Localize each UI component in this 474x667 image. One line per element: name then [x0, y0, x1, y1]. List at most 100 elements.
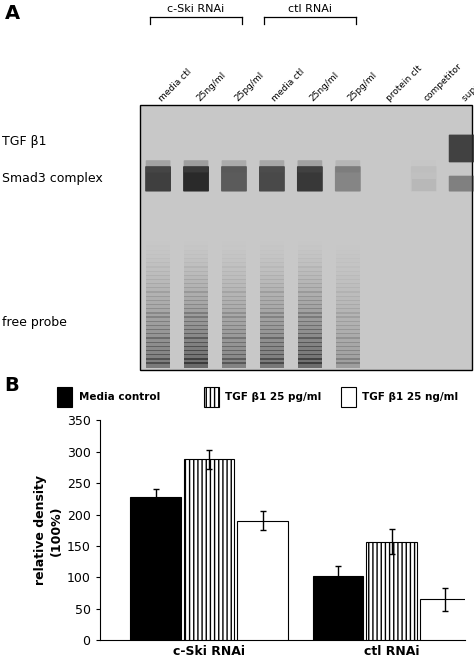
Bar	[222, 346, 246, 352]
FancyBboxPatch shape	[145, 166, 171, 191]
Bar	[336, 321, 360, 326]
Bar	[336, 245, 360, 251]
Bar	[336, 354, 360, 360]
Bar	[146, 304, 170, 309]
Bar	[336, 304, 360, 309]
Bar	[222, 283, 246, 289]
Bar	[298, 287, 322, 293]
Bar	[222, 362, 246, 368]
Bar	[140, 105, 472, 370]
Bar	[336, 308, 360, 313]
Text: c-Ski RNAi: c-Ski RNAi	[167, 4, 225, 14]
Text: 25pg/ml: 25pg/ml	[233, 71, 265, 103]
Bar	[184, 287, 208, 293]
FancyBboxPatch shape	[335, 166, 361, 191]
Bar	[260, 317, 284, 322]
Bar	[298, 317, 322, 322]
Bar	[146, 325, 170, 330]
Bar	[184, 295, 208, 301]
Bar	[260, 325, 284, 330]
Bar	[260, 245, 284, 251]
Bar	[298, 253, 322, 259]
Bar	[336, 249, 360, 255]
Bar	[222, 266, 246, 271]
Bar	[184, 358, 208, 364]
Bar	[260, 329, 284, 334]
Bar	[260, 308, 284, 313]
Bar	[298, 362, 322, 368]
Bar	[260, 271, 284, 276]
Text: B: B	[5, 376, 19, 396]
Bar	[146, 342, 170, 347]
Bar	[298, 266, 322, 271]
Bar	[336, 266, 360, 271]
Bar	[222, 350, 246, 356]
Bar	[222, 253, 246, 259]
Bar	[260, 350, 284, 356]
Bar	[146, 346, 170, 352]
Bar	[336, 362, 360, 368]
Bar	[336, 358, 360, 364]
Bar	[260, 266, 284, 271]
Bar	[260, 241, 284, 247]
Bar	[184, 249, 208, 255]
Bar	[312, 576, 364, 640]
Bar	[146, 275, 170, 280]
Bar	[298, 325, 322, 330]
FancyBboxPatch shape	[449, 175, 474, 191]
Bar	[336, 291, 360, 297]
Text: TGF β1 25 ng/ml: TGF β1 25 ng/ml	[362, 392, 458, 402]
Bar	[336, 299, 360, 305]
Bar	[336, 241, 360, 247]
Bar	[222, 287, 246, 293]
FancyBboxPatch shape	[259, 166, 285, 191]
Bar	[222, 317, 246, 322]
Bar	[146, 258, 170, 263]
Bar	[298, 346, 322, 352]
Bar	[146, 362, 170, 368]
Text: protein clt: protein clt	[384, 64, 424, 103]
Bar	[298, 271, 322, 276]
Bar	[184, 308, 208, 313]
Bar	[260, 275, 284, 280]
Bar	[222, 299, 246, 305]
Text: 25ng/ml: 25ng/ml	[195, 71, 228, 103]
Bar	[336, 253, 360, 259]
Bar	[260, 342, 284, 347]
Bar	[298, 329, 322, 334]
Text: super shift: super shift	[460, 63, 474, 103]
Bar	[336, 329, 360, 334]
Bar	[146, 266, 170, 271]
Bar	[412, 179, 436, 191]
Bar	[260, 299, 284, 305]
Text: Smad3 complex: Smad3 complex	[2, 172, 103, 185]
Bar	[184, 279, 208, 284]
Bar	[146, 287, 170, 293]
Bar	[336, 287, 360, 293]
Bar	[260, 312, 284, 317]
Bar	[146, 358, 170, 364]
Bar	[222, 291, 246, 297]
Bar	[146, 334, 170, 339]
Bar	[184, 253, 208, 259]
Bar	[222, 295, 246, 301]
Text: ctl RNAi: ctl RNAi	[288, 4, 332, 14]
Bar	[146, 312, 170, 317]
Bar	[336, 275, 360, 280]
Bar	[184, 362, 208, 368]
Bar	[260, 358, 284, 364]
FancyBboxPatch shape	[221, 166, 247, 191]
Bar	[184, 266, 208, 271]
Bar	[146, 245, 170, 251]
Bar	[336, 342, 360, 347]
Bar	[222, 262, 246, 267]
Text: 25ng/ml: 25ng/ml	[309, 71, 341, 103]
Bar	[146, 291, 170, 297]
Bar	[146, 308, 170, 313]
Bar	[146, 338, 170, 343]
Bar	[260, 354, 284, 360]
FancyBboxPatch shape	[449, 135, 474, 162]
Bar	[184, 317, 208, 322]
FancyBboxPatch shape	[336, 160, 360, 173]
Y-axis label: relative density
(100%): relative density (100%)	[35, 476, 63, 585]
